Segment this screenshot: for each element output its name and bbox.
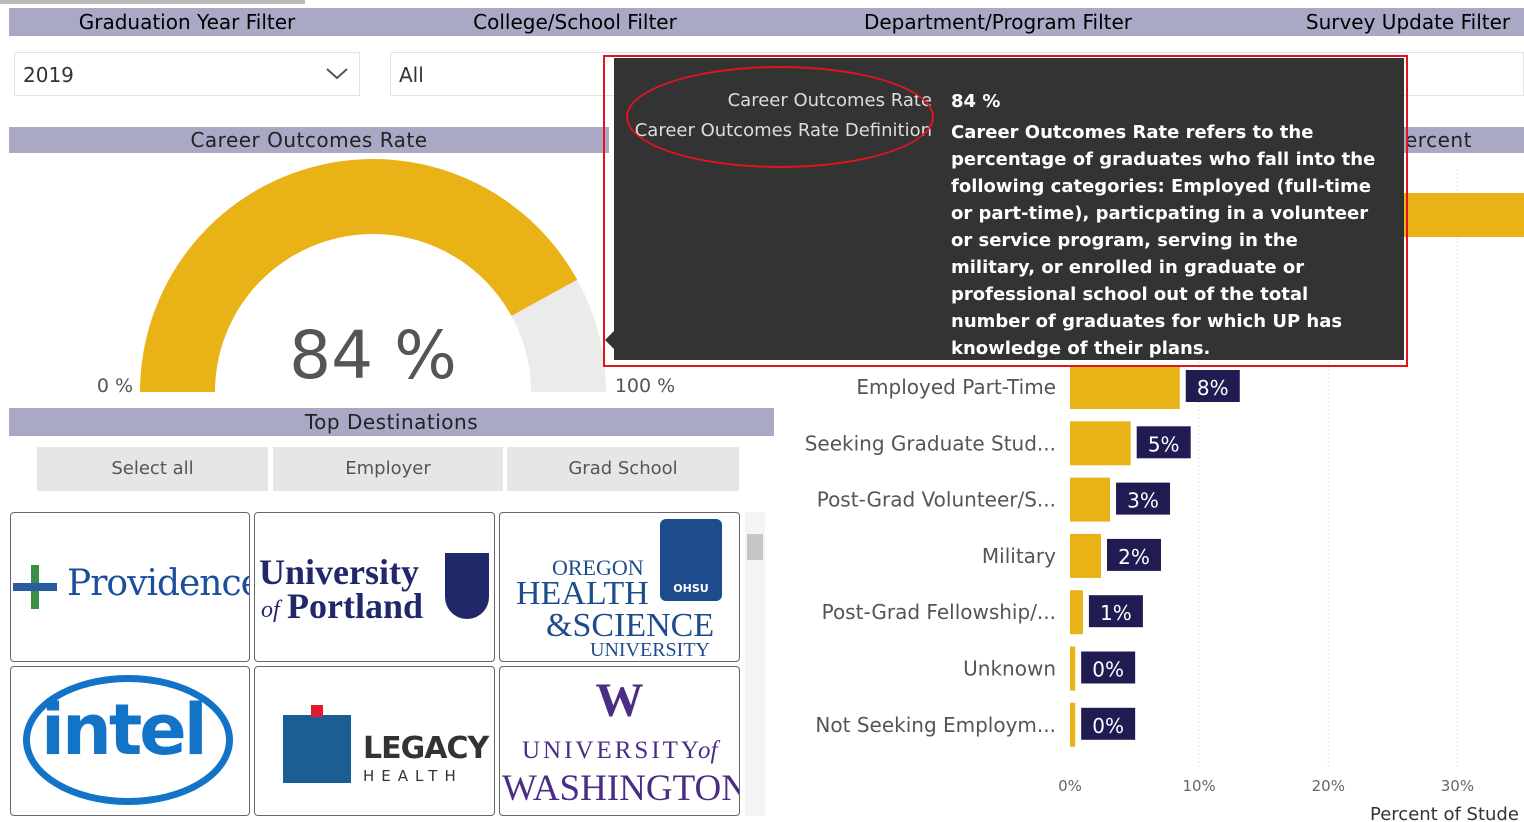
scroll-thumb[interactable]	[747, 534, 763, 560]
logo-text: LEGACY	[363, 731, 489, 766]
x-tick-label: 10%	[1182, 777, 1215, 795]
logo-text: &SCIENCE	[546, 607, 715, 644]
logo-tile[interactable]: Providence	[10, 512, 250, 662]
gauge-value: 84 %	[289, 317, 457, 394]
logo-tile[interactable]: intel	[10, 666, 250, 816]
highlight-box	[603, 55, 1408, 367]
filter-label: College/School Filter	[473, 10, 677, 34]
gauge-min: 0 %	[97, 375, 133, 397]
category-label: Not Seeking Employm...	[815, 713, 1056, 737]
category-label: Military	[982, 544, 1056, 568]
bar	[1070, 702, 1076, 747]
data-label-box	[1116, 482, 1171, 515]
filter-label: Survey Update Filter	[1305, 10, 1511, 34]
logo-text: of	[698, 737, 718, 764]
data-label: 5%	[1148, 432, 1180, 456]
category-label: Post-Grad Volunteer/S...	[817, 488, 1056, 512]
legacy-icon	[283, 715, 351, 783]
logo-text: University	[259, 552, 419, 592]
data-label: 0%	[1092, 658, 1124, 682]
logo-text: HEALTH	[516, 575, 649, 612]
logo-text: UNIVERSITY	[590, 639, 710, 661]
logo-text: HEALTH	[363, 767, 463, 785]
employer-button[interactable]: Employer	[273, 447, 503, 491]
x-tick-label: 30%	[1441, 777, 1474, 795]
bar	[1070, 365, 1180, 409]
gauge-track	[511, 279, 606, 392]
logo-tile[interactable]: W UNIVERSITY of WASHINGTON	[499, 666, 740, 816]
logo-text: W	[595, 674, 644, 727]
bar	[1070, 421, 1131, 466]
year-dropdown[interactable]: 2019	[14, 52, 360, 96]
logo-text: UNIVERSITY	[522, 737, 702, 764]
category-label: Unknown	[963, 657, 1056, 681]
logo-text: WASHINGTON	[502, 768, 740, 809]
chart-header: ercent	[1380, 127, 1524, 153]
legacy-dot	[311, 705, 323, 717]
tooltip-pointer	[605, 330, 615, 350]
x-axis-label: Percent of Stude	[1370, 804, 1519, 822]
data-label-box	[1136, 426, 1191, 459]
data-label-box	[1081, 707, 1136, 740]
filter-label: Graduation Year Filter	[78, 10, 296, 34]
logo-text: Portland	[287, 586, 424, 626]
highlight-ellipse	[626, 66, 934, 168]
destinations-header: Top Destinations	[9, 408, 774, 436]
category-label: Post-Grad Fellowship/...	[822, 600, 1056, 624]
gauge: 84 % 0 % 100 %	[97, 159, 675, 397]
tooltip-value: Career Outcomes Rate refers to the perce…	[951, 122, 1376, 359]
gauge-header: Career Outcomes Rate	[9, 127, 609, 153]
bar	[1070, 533, 1101, 578]
data-label-box	[1106, 538, 1161, 571]
data-label: 1%	[1100, 601, 1132, 625]
logo-tile[interactable]: LEGACY HEALTH	[254, 666, 495, 816]
logo-text: OREGON	[552, 555, 644, 580]
logo-text: Providence	[67, 563, 250, 604]
bar	[1070, 646, 1076, 691]
bar-chart: 0% 10% 20% 30% Percent of Stude Employed Part…	[805, 170, 1524, 822]
data-label-box	[1081, 651, 1136, 684]
dropdown-value: All	[399, 63, 424, 87]
bar	[1070, 477, 1111, 522]
data-label: 8%	[1197, 376, 1229, 400]
select-all-button[interactable]: Select all	[37, 447, 268, 491]
x-tick-label: 0%	[1058, 777, 1082, 795]
scrollbar[interactable]	[745, 512, 765, 816]
dropdown-value: 2019	[23, 63, 74, 87]
category-label: Employed Part-Time	[856, 375, 1056, 399]
data-label-box	[1088, 595, 1143, 628]
category-label: Seeking Graduate Stud...	[805, 431, 1056, 455]
filter-label: Department/Program Filter	[863, 10, 1133, 34]
intel-swirl	[23, 675, 233, 805]
gauge-max: 100 %	[615, 375, 675, 397]
tooltip-value: 84 %	[951, 91, 1001, 112]
data-label-box	[1185, 370, 1240, 402]
data-label: 3%	[1127, 489, 1159, 513]
logo-text: of	[261, 597, 280, 623]
data-label: 0%	[1092, 714, 1124, 738]
logo-text: intel	[41, 689, 208, 771]
cross-icon	[13, 565, 57, 609]
grad-school-button[interactable]: Grad School	[507, 447, 739, 491]
top-edge	[0, 0, 305, 4]
filter-bar	[9, 8, 1524, 36]
gauge-fill	[140, 159, 578, 392]
logo-tile[interactable]: OREGON HEALTH &SCIENCE UNIVERSITY OHSU	[499, 512, 740, 662]
data-label: 2%	[1118, 545, 1150, 569]
logo-badge: OHSU	[660, 519, 722, 601]
chevron	[326, 68, 348, 80]
logo-tile[interactable]: University of Portland	[254, 512, 495, 662]
x-tick-label: 20%	[1312, 777, 1345, 795]
bar	[1070, 590, 1083, 635]
shield-icon	[445, 553, 489, 619]
